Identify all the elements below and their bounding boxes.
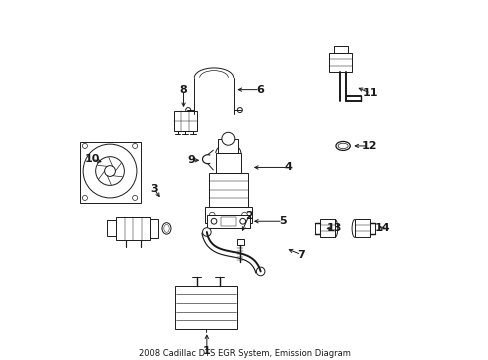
Bar xyxy=(221,217,235,226)
Bar xyxy=(354,220,369,237)
Bar xyxy=(328,53,351,72)
Bar xyxy=(116,217,150,240)
Text: 12: 12 xyxy=(361,141,376,151)
Bar xyxy=(204,207,251,223)
Text: 2008 Cadillac DTS EGR System, Emission Diagram: 2008 Cadillac DTS EGR System, Emission D… xyxy=(138,348,350,357)
Text: 5: 5 xyxy=(279,216,286,226)
Bar xyxy=(319,220,334,237)
Bar xyxy=(215,153,241,173)
Text: 14: 14 xyxy=(374,224,389,233)
Bar xyxy=(206,215,249,228)
Bar xyxy=(174,286,237,329)
Bar xyxy=(173,111,197,131)
Text: 7: 7 xyxy=(297,249,305,260)
Bar xyxy=(150,219,157,238)
Circle shape xyxy=(202,228,211,236)
Text: 13: 13 xyxy=(326,224,341,233)
Text: 4: 4 xyxy=(284,162,292,172)
Bar xyxy=(80,142,140,203)
Text: 9: 9 xyxy=(187,155,195,165)
Text: 2: 2 xyxy=(244,211,252,221)
Text: 6: 6 xyxy=(255,85,264,95)
Bar xyxy=(107,220,116,237)
Bar xyxy=(333,45,348,53)
Text: 11: 11 xyxy=(362,88,378,98)
Text: 3: 3 xyxy=(150,184,158,194)
Circle shape xyxy=(256,267,264,276)
Circle shape xyxy=(222,132,234,145)
Text: 1: 1 xyxy=(203,346,210,356)
Text: 8: 8 xyxy=(179,85,187,95)
Text: 10: 10 xyxy=(84,154,100,164)
Circle shape xyxy=(104,166,115,176)
Bar xyxy=(218,139,238,153)
Bar xyxy=(208,173,247,207)
Bar xyxy=(236,239,244,244)
